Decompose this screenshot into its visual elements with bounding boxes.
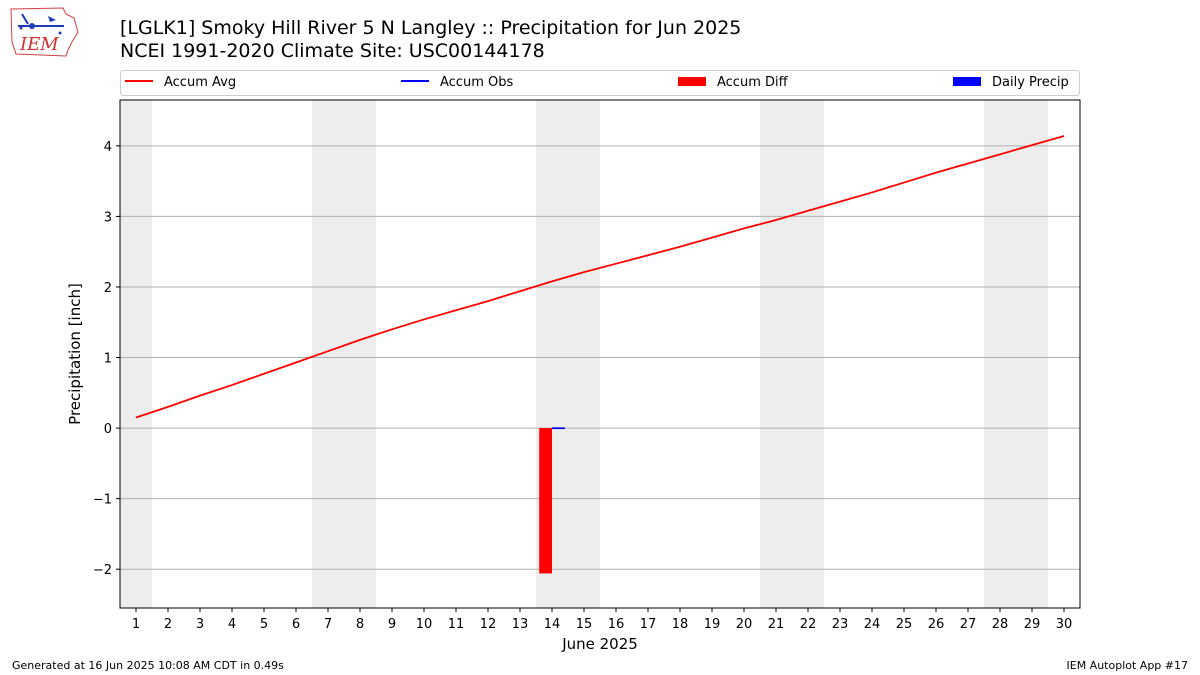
xtick-label-14: 14 <box>544 617 561 632</box>
xtick-label-24: 24 <box>864 617 881 632</box>
legend-label-accum-obs: Accum Obs <box>440 75 513 90</box>
ytick-label-6: 4 <box>104 140 112 155</box>
xtick-label-23: 23 <box>832 617 849 632</box>
accum-avg-line <box>135 135 1065 419</box>
ytick-label-4: 2 <box>104 281 112 296</box>
title-line-2: NCEI 1991-2020 Climate Site: USC00144178 <box>120 40 545 62</box>
xtick-label-18: 18 <box>672 617 689 632</box>
xtick-label-4: 4 <box>228 617 236 632</box>
chart-title: [LGLK1] Smoky Hill River 5 N Langley :: … <box>120 17 741 63</box>
xtick-label-11: 11 <box>448 617 465 632</box>
iem-logo: IEM <box>8 6 80 58</box>
xtick-label-9: 9 <box>388 617 396 632</box>
xtick-label-13: 13 <box>512 617 529 632</box>
xtick-label-12: 12 <box>480 617 497 632</box>
accum-diff-bar-14 <box>539 428 552 574</box>
xtick-label-17: 17 <box>640 617 657 632</box>
xtick-label-30: 30 <box>1056 617 1073 632</box>
legend-swatch-accum-diff <box>678 77 706 86</box>
weekend-shade-0 <box>120 100 152 608</box>
xtick-label-21: 21 <box>768 617 785 632</box>
xtick-label-6: 6 <box>292 617 300 632</box>
xtick-label-22: 22 <box>800 617 817 632</box>
legend-label-accum-diff: Accum Diff <box>717 75 789 90</box>
xtick-label-5: 5 <box>260 617 268 632</box>
xtick-label-7: 7 <box>324 617 332 632</box>
xtick-label-26: 26 <box>928 617 945 632</box>
xtick-label-8: 8 <box>356 617 364 632</box>
plot-frame <box>119 99 1081 609</box>
x-axis-label: June 2025 <box>561 635 638 653</box>
xtick-label-19: 19 <box>704 617 721 632</box>
weekend-shade-3 <box>760 100 824 608</box>
title-line-1: [LGLK1] Smoky Hill River 5 N Langley :: … <box>120 17 742 39</box>
iem-logo-graphic: IEM <box>10 7 79 57</box>
legend-label-daily-precip: Daily Precip <box>992 75 1069 90</box>
xtick-label-29: 29 <box>1024 617 1041 632</box>
app-label: IEM Autoplot App #17 <box>1066 659 1189 672</box>
generated-timestamp: Generated at 16 Jun 2025 10:08 AM CDT in… <box>12 659 284 672</box>
weekend-shade-4 <box>984 100 1048 608</box>
xtick-label-3: 3 <box>196 617 204 632</box>
xtick-label-10: 10 <box>416 617 433 632</box>
legend: Accum Avg Accum Obs Accum Diff Daily Precip <box>120 70 1080 96</box>
ytick-label-5: 3 <box>104 210 112 225</box>
xtick-label-16: 16 <box>608 617 625 632</box>
ytick-label-2: 0 <box>104 422 112 437</box>
xtick-label-28: 28 <box>992 617 1009 632</box>
xtick-label-2: 2 <box>164 617 172 632</box>
xtick-label-15: 15 <box>576 617 593 632</box>
y-axis-label: Precipitation [inch] <box>66 283 84 425</box>
legend-swatch-daily-precip <box>953 77 981 86</box>
legend-box <box>120 70 1080 96</box>
ytick-label-1: −1 <box>93 493 112 508</box>
xtick-label-20: 20 <box>736 617 753 632</box>
xtick-label-1: 1 <box>132 617 140 632</box>
ytick-label-3: 1 <box>104 352 112 367</box>
xtick-label-25: 25 <box>896 617 913 632</box>
logo-text: IEM <box>19 34 59 55</box>
xtick-label-27: 27 <box>960 617 977 632</box>
legend-label-accum-avg: Accum Avg <box>164 75 236 90</box>
ytick-label-0: −2 <box>93 563 112 578</box>
